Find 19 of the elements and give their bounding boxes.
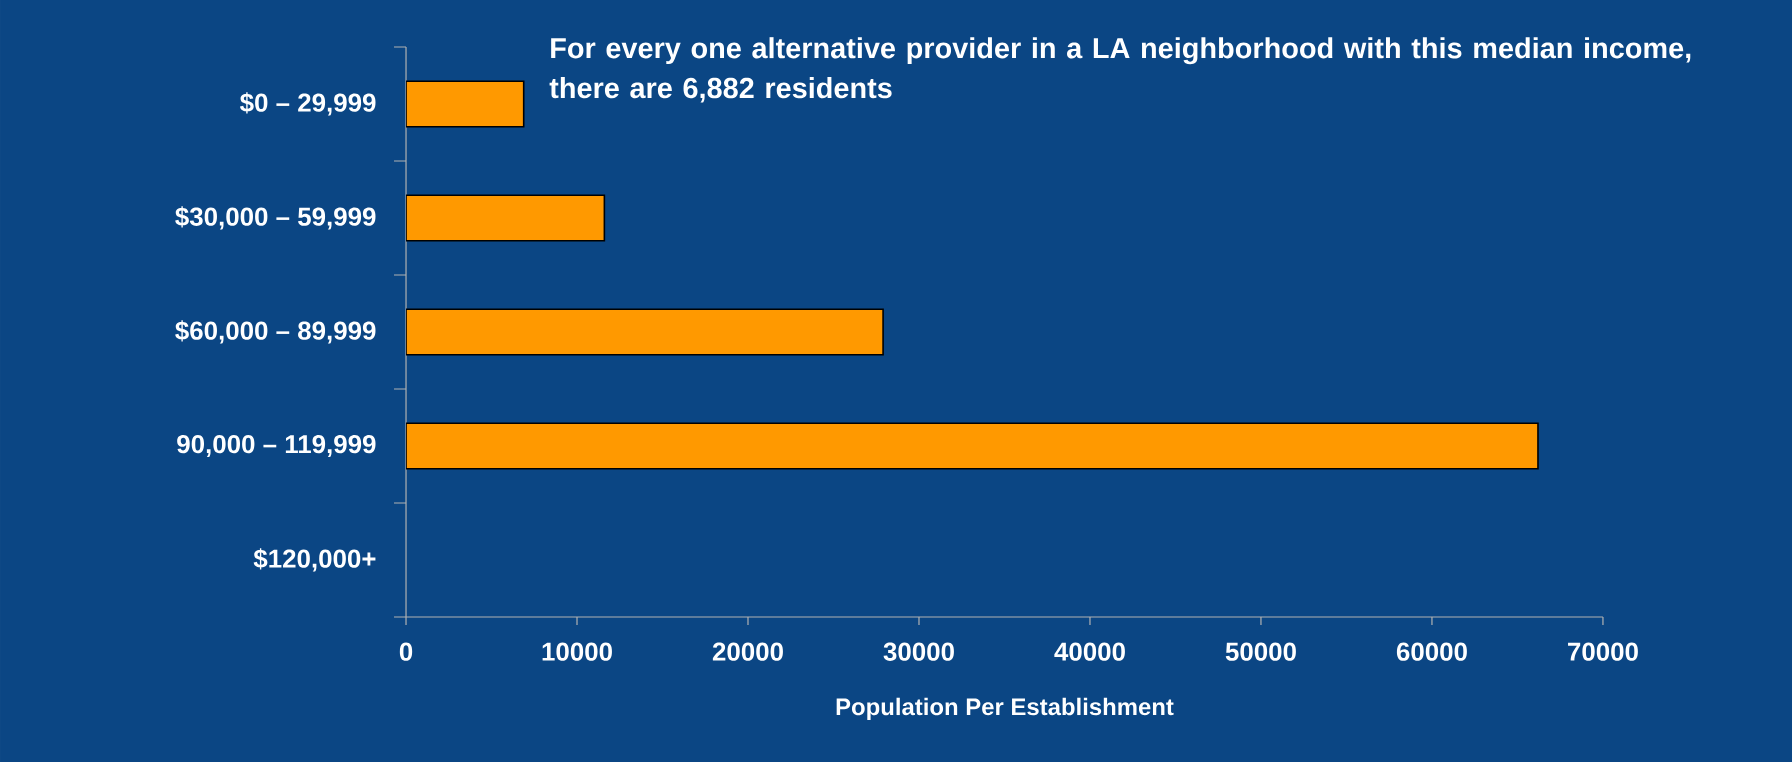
y-tick-label: 90,000 – 119,999 <box>177 434 376 458</box>
y-tick-label: $60,000 – 89,999 <box>175 320 376 344</box>
bar <box>406 80 525 128</box>
y-tick-label: $120,000+ <box>253 548 376 572</box>
x-tick-label: 70000 <box>1568 642 1638 661</box>
x-tick-label: 20000 <box>712 642 783 661</box>
annotation: For every one alternative provider in a LA neighborhood with this median income, there are 6,882 residents <box>549 37 1691 103</box>
bar <box>406 194 606 242</box>
y-tick-label: $0 – 29,999 <box>240 92 376 116</box>
y-tick-label: $30,000 – 59,999 <box>175 206 376 230</box>
x-tick-label: 60000 <box>1396 642 1467 661</box>
x-tick-label: 0 <box>399 642 413 661</box>
x-axis-title: Population Per Establishment <box>836 697 1174 721</box>
x-tick-label: 10000 <box>542 642 612 661</box>
bar <box>406 308 884 356</box>
x-tick-label: 50000 <box>1225 642 1296 661</box>
x-tick-label: 30000 <box>883 642 954 661</box>
bar <box>406 422 1539 470</box>
x-tick-label: 40000 <box>1054 642 1125 661</box>
